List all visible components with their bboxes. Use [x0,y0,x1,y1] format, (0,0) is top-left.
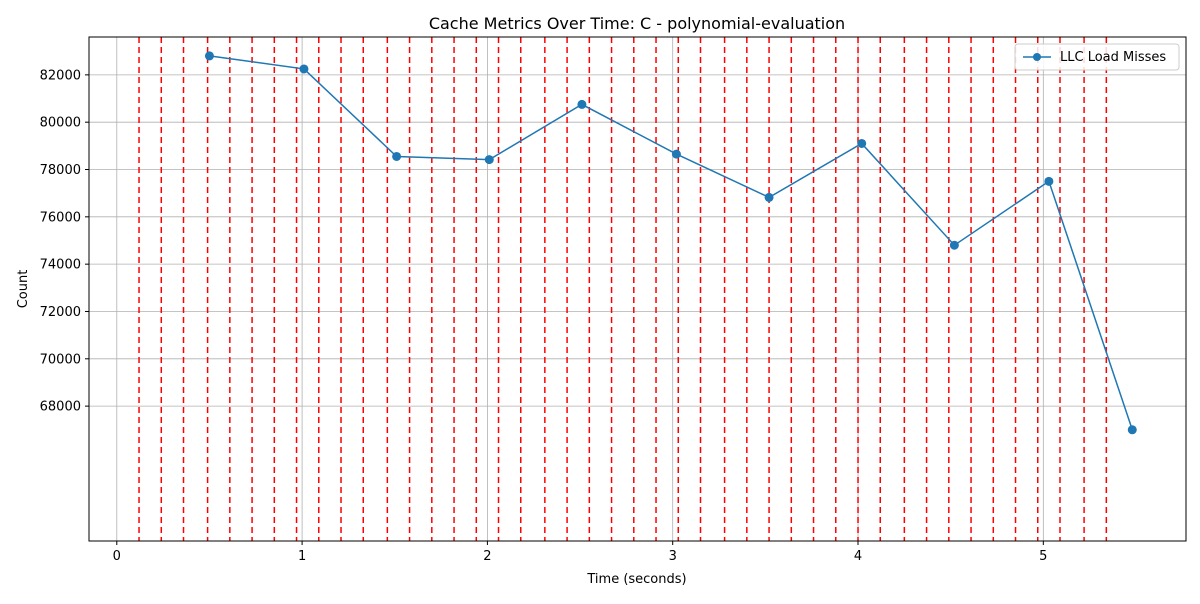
data-point [857,138,867,148]
x-tick-label: 0 [113,549,121,564]
y-tick-label: 72000 [40,305,81,320]
data-point [484,155,494,165]
legend-marker-sample [1033,53,1041,61]
data-point [204,51,214,61]
data-point [1127,425,1137,435]
x-tick-label: 4 [854,549,862,564]
x-tick-label: 1 [298,549,306,564]
data-point [671,149,681,159]
x-axis-label: Time (seconds) [586,572,686,587]
data-point [949,240,959,250]
legend-box [1014,43,1180,71]
y-tick-label: 80000 [40,116,81,131]
y-tick-label: 82000 [40,68,81,83]
data-point [392,151,402,161]
series-layer [204,51,1137,435]
data-point [764,192,774,202]
x-tick-label: 5 [1039,549,1047,564]
legend-label: LLC Load Misses [1060,50,1166,65]
y-axis: 68000 70000 72000 74000 76000 78000 80000 82000 [40,68,89,415]
y-tick-label: 74000 [40,258,81,273]
data-point [299,64,309,74]
legend: LLC Load Misses [1014,43,1180,71]
x-axis: 0 1 2 3 4 5 [113,541,1047,564]
y-tick-label: 78000 [40,163,81,178]
data-point [577,99,587,109]
y-tick-label: 68000 [40,400,81,415]
data-point [1044,176,1054,186]
x-tick-label: 2 [483,549,491,564]
chart-title: Cache Metrics Over Time: C - polynomial-… [429,14,845,33]
y-axis-label: Count [16,270,31,309]
x-tick-label: 3 [669,549,677,564]
plot-frame [88,36,1187,542]
y-tick-label: 70000 [40,352,81,367]
vertical-marker-lines [138,37,1108,541]
y-tick-label: 76000 [40,210,81,225]
grid-lines [89,37,1186,541]
